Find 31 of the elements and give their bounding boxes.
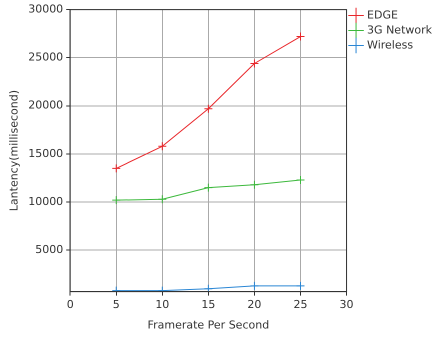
point bbox=[296, 281, 305, 290]
point bbox=[112, 164, 121, 173]
legend-label: EDGE bbox=[367, 8, 398, 22]
point bbox=[296, 32, 305, 42]
x-axis-title: Framerate Per Second bbox=[148, 318, 270, 332]
x-tick-label: 20 bbox=[247, 298, 262, 312]
x-tick-label: 15 bbox=[201, 298, 216, 312]
y-tick-label: 20000 bbox=[28, 98, 64, 112]
x-tick-label: 25 bbox=[293, 298, 308, 312]
point bbox=[250, 281, 259, 290]
point bbox=[112, 196, 121, 205]
point bbox=[250, 180, 259, 190]
x-tick-label: 5 bbox=[112, 298, 120, 312]
legend-label: Wireless bbox=[367, 38, 414, 52]
point bbox=[204, 104, 213, 114]
point bbox=[158, 194, 167, 204]
point bbox=[204, 284, 213, 292]
x-tick-label: 0 bbox=[66, 298, 74, 312]
x-tick-label: 10 bbox=[155, 298, 170, 312]
point bbox=[296, 175, 305, 184]
x-tick-label: 30 bbox=[340, 298, 354, 312]
point bbox=[250, 59, 259, 68]
y-tick-label: 25000 bbox=[28, 50, 64, 64]
y-tick-label: 5000 bbox=[35, 243, 64, 256]
point bbox=[204, 183, 213, 192]
legend-label: 3G Network bbox=[367, 23, 433, 36]
point bbox=[158, 142, 167, 151]
y-tick-label: 10000 bbox=[28, 194, 64, 208]
y-axis-title: Lantency(millisecond) bbox=[7, 90, 20, 212]
y-tick-label: 15000 bbox=[28, 146, 64, 160]
y-tick-label: 30000 bbox=[28, 2, 64, 16]
